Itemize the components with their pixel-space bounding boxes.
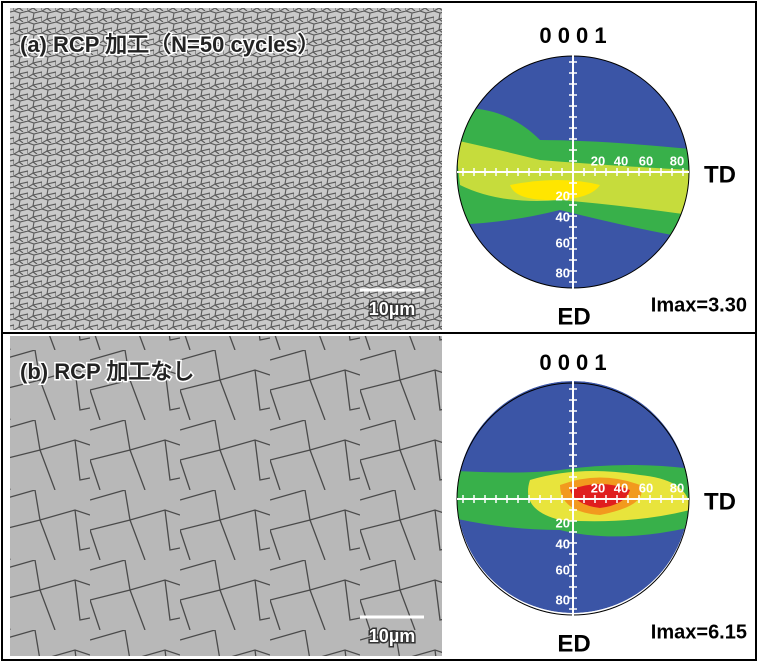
imax-label: Imax=3.30: [651, 294, 747, 316]
scale-label: 10µm: [369, 299, 415, 319]
ed-tick-label: 40: [556, 209, 570, 224]
figure: (a) RCP 加工（N=50 cycles） 10µm 20 40 60 80 20 40 6…: [0, 0, 758, 662]
ed-label: ED: [557, 303, 590, 330]
td-tick-label: 20: [591, 153, 605, 168]
td-tick-label: 40: [614, 153, 628, 168]
pole-title: 0 0 0 1: [539, 350, 606, 375]
td-tick-label: 80: [670, 153, 684, 168]
ed-tick-label: 80: [556, 592, 570, 607]
td-label: TD: [704, 161, 736, 188]
panel-label: (a) RCP 加工（N=50 cycles）: [20, 32, 320, 57]
imax-label: Imax=6.15: [651, 621, 747, 643]
ed-tick-label: 20: [556, 188, 570, 203]
td-tick-label: 60: [639, 480, 653, 495]
ed-tick-label: 40: [556, 536, 570, 551]
td-label: TD: [704, 488, 736, 515]
ed-tick-label: 60: [556, 235, 570, 250]
pole-title: 0 0 0 1: [539, 23, 606, 48]
td-tick-label: 40: [614, 480, 628, 495]
scale-label: 10µm: [369, 626, 415, 646]
td-tick-label: 20: [591, 480, 605, 495]
ed-tick-label: 80: [556, 265, 570, 280]
panel-label: (b) RCP 加工なし: [20, 359, 194, 384]
ed-tick-label: 20: [556, 515, 570, 530]
ed-tick-label: 60: [556, 562, 570, 577]
micrograph: [10, 336, 442, 656]
ed-label: ED: [557, 630, 590, 657]
td-tick-label: 60: [639, 153, 653, 168]
td-tick-label: 80: [670, 480, 684, 495]
